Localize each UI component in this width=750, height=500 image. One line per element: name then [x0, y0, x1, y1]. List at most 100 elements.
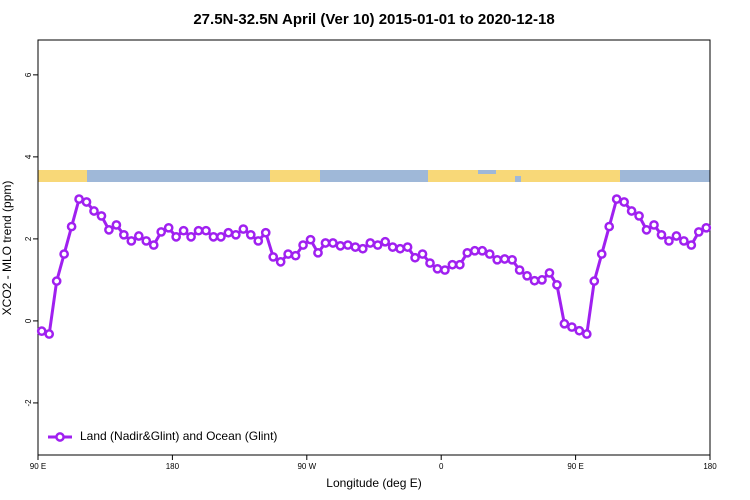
land-ocean-strip [38, 170, 710, 182]
point [201, 225, 211, 236]
point [604, 221, 615, 232]
point [186, 231, 196, 242]
point [559, 318, 570, 329]
point [589, 276, 600, 286]
legend-marker [55, 432, 65, 442]
point [343, 240, 353, 250]
point [51, 276, 62, 286]
point [104, 225, 114, 235]
point [74, 194, 84, 204]
point [649, 220, 659, 230]
point [425, 258, 435, 268]
y-tick-label: 0 [24, 318, 33, 323]
y-tick-label: 6 [24, 72, 33, 77]
point [514, 265, 525, 275]
point [619, 197, 629, 207]
point [111, 220, 122, 230]
point [268, 252, 279, 262]
point [387, 242, 398, 252]
point [283, 249, 293, 259]
y-tick-label: -2 [24, 399, 33, 407]
point [335, 241, 346, 251]
point [447, 259, 458, 270]
x-tick-label: 180 [703, 462, 717, 471]
point [350, 242, 361, 252]
point [440, 265, 450, 275]
point [484, 249, 495, 259]
point [462, 247, 473, 258]
point [133, 231, 144, 241]
x-axis-label: Longitude (deg E) [326, 476, 421, 490]
point [193, 225, 204, 236]
point [328, 238, 338, 248]
point [163, 222, 174, 233]
point [693, 227, 704, 237]
point [89, 206, 99, 216]
point [148, 240, 159, 250]
point [522, 270, 532, 281]
point [245, 229, 256, 240]
point [81, 197, 92, 207]
point [701, 222, 712, 233]
point [455, 259, 465, 270]
point [260, 227, 271, 238]
point [596, 249, 607, 259]
point [641, 225, 652, 235]
point [126, 236, 137, 246]
point [544, 268, 555, 278]
point [320, 238, 331, 248]
y-axis-label: XCO2 - MLO trend (ppm) [0, 181, 14, 316]
x-tick-label: 90 E [30, 462, 46, 471]
point [44, 329, 55, 339]
point [686, 240, 697, 250]
point [380, 236, 391, 247]
point [298, 240, 308, 250]
point [537, 275, 547, 285]
x-tick-label: 90 E [567, 462, 583, 471]
point [469, 245, 480, 256]
series-line [41, 197, 707, 337]
point [552, 279, 562, 290]
point [119, 229, 129, 240]
point [507, 254, 517, 265]
point [253, 236, 264, 246]
point [305, 234, 316, 245]
point [36, 326, 47, 337]
plot-frame [37, 39, 711, 456]
point [410, 252, 420, 263]
y-tick-label: 2 [24, 236, 33, 241]
point [477, 245, 488, 256]
point [574, 325, 585, 336]
point [66, 221, 77, 232]
point [432, 263, 443, 274]
y-tick-label: 4 [24, 154, 33, 159]
point [372, 240, 383, 250]
point [664, 236, 674, 246]
point [313, 247, 323, 258]
chart-title: 27.5N-32.5N April (Ver 10) 2015-01-01 to… [193, 11, 554, 28]
point [59, 249, 69, 259]
point [529, 275, 540, 286]
point [402, 242, 413, 252]
point [679, 236, 689, 246]
point [96, 211, 107, 221]
x-tick-label: 180 [166, 462, 180, 471]
point [417, 249, 428, 259]
point [171, 231, 181, 242]
legend-label: Land (Nadir&Glint) and Ocean (Glint) [80, 429, 277, 443]
point [671, 231, 682, 241]
point [216, 231, 226, 242]
point [290, 250, 301, 261]
point [365, 238, 376, 248]
point [231, 229, 241, 240]
point [178, 225, 189, 236]
point [656, 229, 667, 240]
point [156, 227, 167, 237]
point [395, 243, 405, 254]
point [611, 194, 622, 204]
point [208, 231, 219, 242]
point [492, 254, 503, 265]
point [581, 329, 592, 339]
point [626, 206, 637, 216]
